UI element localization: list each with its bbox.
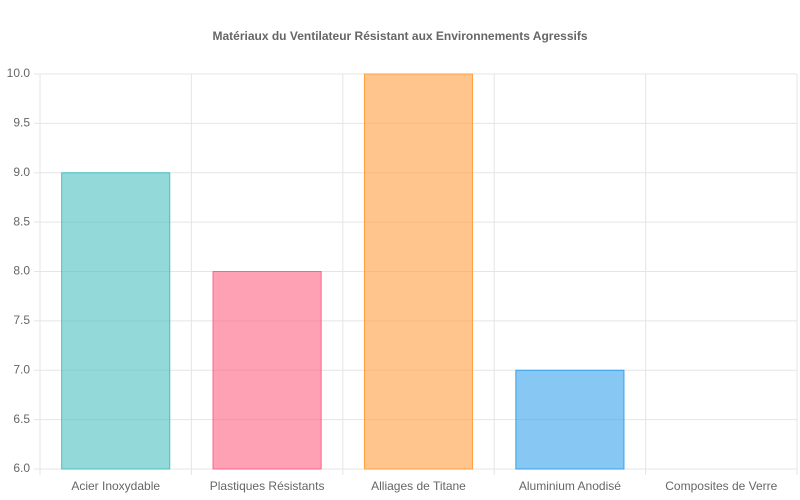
- x-tick-label: Composites de Verre: [665, 479, 777, 493]
- y-tick-label: 6.5: [13, 412, 30, 426]
- y-tick-label: 7.5: [13, 313, 30, 327]
- y-tick-label: 9.0: [13, 165, 30, 179]
- y-tick-label: 8.0: [13, 264, 30, 278]
- bar: [212, 271, 322, 470]
- y-tick-label: 6.0: [13, 461, 30, 475]
- y-tick-label: 7.0: [13, 362, 30, 376]
- chart-title: Matériaux du Ventilateur Résistant aux E…: [213, 29, 588, 43]
- y-tick-label: 10.0: [7, 66, 31, 80]
- x-tick-label: Alliages de Titane: [371, 479, 466, 493]
- y-tick-label: 9.5: [13, 116, 30, 130]
- x-tick-label: Acier Inoxydable: [71, 479, 160, 493]
- bar: [61, 172, 171, 470]
- x-tick-label: Aluminium Anodisé: [519, 479, 621, 493]
- bar: [515, 369, 625, 470]
- x-tick-label: Plastiques Résistants: [210, 479, 325, 493]
- y-tick-label: 8.5: [13, 214, 30, 228]
- bar: [363, 73, 474, 470]
